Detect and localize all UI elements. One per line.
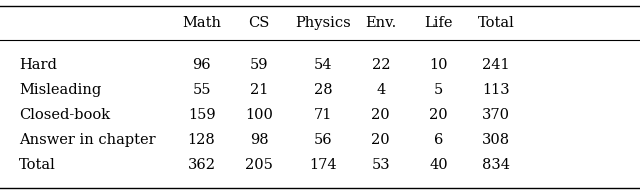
Text: 96: 96	[192, 58, 211, 72]
Text: Answer in chapter: Answer in chapter	[19, 133, 156, 147]
Text: 174: 174	[309, 158, 337, 172]
Text: Math: Math	[182, 16, 221, 30]
Text: 20: 20	[429, 108, 448, 122]
Text: Closed-book: Closed-book	[19, 108, 110, 122]
Text: 71: 71	[314, 108, 332, 122]
Text: 22: 22	[372, 58, 390, 72]
Text: Total: Total	[19, 158, 56, 172]
Text: 56: 56	[314, 133, 333, 147]
Text: Misleading: Misleading	[19, 83, 102, 97]
Text: 5: 5	[434, 83, 443, 97]
Text: 10: 10	[429, 58, 447, 72]
Text: 28: 28	[314, 83, 333, 97]
Text: 308: 308	[482, 133, 510, 147]
Text: 59: 59	[250, 58, 268, 72]
Text: 98: 98	[250, 133, 269, 147]
Text: 113: 113	[482, 83, 510, 97]
Text: Total: Total	[477, 16, 515, 30]
Text: 834: 834	[482, 158, 510, 172]
Text: 55: 55	[193, 83, 211, 97]
Text: 100: 100	[245, 108, 273, 122]
Text: 54: 54	[314, 58, 332, 72]
Text: 53: 53	[371, 158, 390, 172]
Text: 159: 159	[188, 108, 216, 122]
Text: 21: 21	[250, 83, 268, 97]
Text: 20: 20	[371, 108, 390, 122]
Text: 6: 6	[434, 133, 443, 147]
Text: 128: 128	[188, 133, 216, 147]
Text: 370: 370	[482, 108, 510, 122]
Text: CS: CS	[248, 16, 270, 30]
Text: 205: 205	[245, 158, 273, 172]
Text: 4: 4	[376, 83, 385, 97]
Text: Physics: Physics	[295, 16, 351, 30]
Text: 362: 362	[188, 158, 216, 172]
Text: 40: 40	[429, 158, 448, 172]
Text: Hard: Hard	[19, 58, 57, 72]
Text: 241: 241	[482, 58, 510, 72]
Text: Life: Life	[424, 16, 452, 30]
Text: 20: 20	[371, 133, 390, 147]
Text: Env.: Env.	[365, 16, 396, 30]
